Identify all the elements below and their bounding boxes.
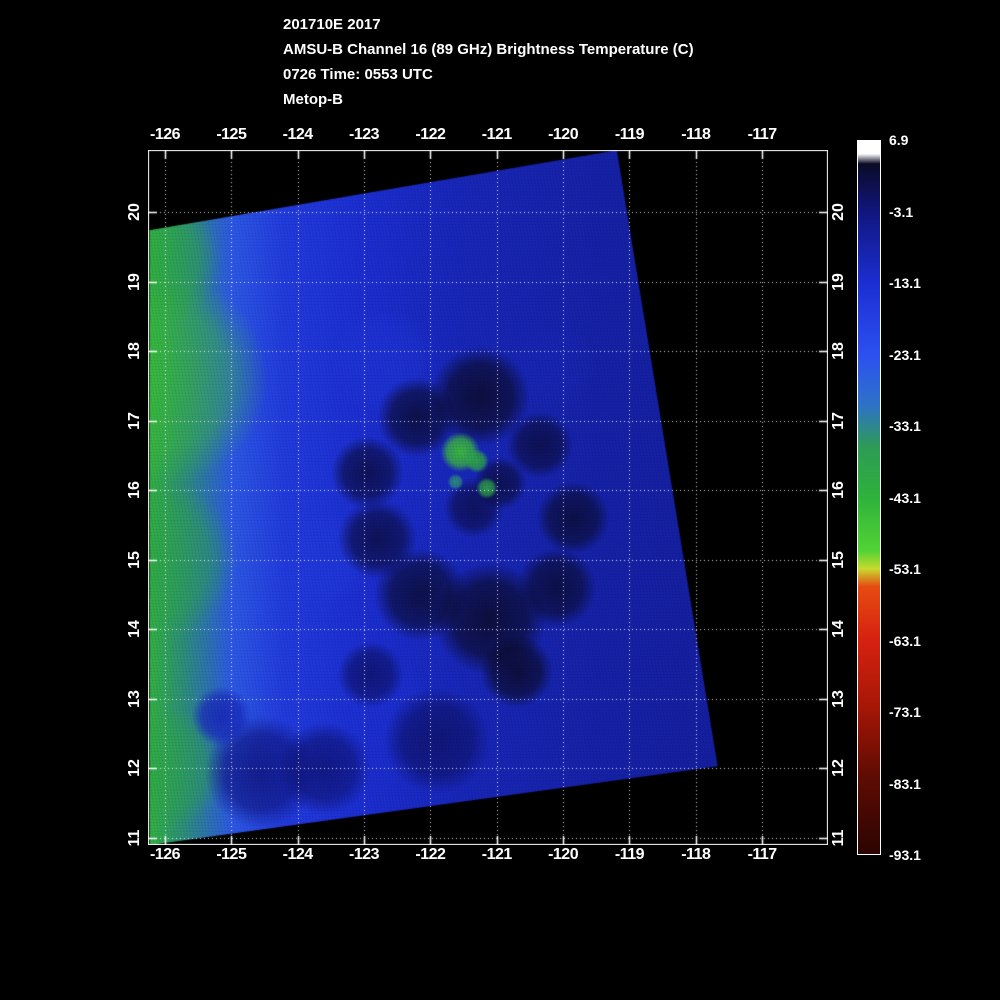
x-tick-label: -117	[747, 126, 778, 143]
x-tick-label: -119	[614, 126, 645, 143]
y-tick-label: 17	[830, 411, 847, 430]
title-block: 201710E 2017 AMSU-B Channel 16 (89 GHz) …	[283, 12, 694, 112]
x-tick-label: -122	[415, 126, 446, 143]
brightness-temperature-swath-canvas	[148, 150, 828, 845]
map-plot-area	[148, 150, 828, 845]
time-title: 0726 Time: 0553 UTC	[283, 66, 433, 83]
x-tick-label: -124	[282, 126, 314, 143]
y-tick-label: 15	[126, 550, 143, 569]
y-tick-label: 14	[830, 620, 847, 639]
y-tick-label: 12	[830, 759, 847, 778]
x-tick-label: -117	[747, 846, 778, 863]
x-tick-label: -123	[349, 846, 380, 863]
colorbar-tick-label: -43.1	[889, 489, 921, 506]
x-tick-label: -125	[216, 126, 247, 143]
y-tick-label: 12	[126, 759, 143, 778]
platform-title: Metop-B	[283, 91, 343, 108]
y-tick-label: 19	[830, 272, 847, 291]
colorbar-tick-label: -53.1	[889, 561, 921, 577]
product-title: AMSU-B Channel 16 (89 GHz) Brightness Te…	[283, 41, 694, 58]
x-tick-label: -126	[149, 846, 181, 863]
x-tick-label: -122	[415, 846, 446, 863]
y-tick-label: 16	[126, 481, 143, 500]
storm-id-title: 201710E 2017	[283, 16, 381, 33]
y-tick-label: 13	[830, 689, 847, 708]
y-tick-label: 11	[830, 829, 847, 847]
y-tick-label: 20	[126, 203, 143, 221]
y-tick-label: 17	[126, 411, 143, 430]
colorbar-tick-label: -3.1	[889, 203, 914, 220]
x-tick-label: -118	[681, 846, 711, 863]
x-tick-label: -120	[548, 846, 579, 863]
x-tick-label: -121	[481, 126, 513, 143]
y-tick-label: 20	[830, 203, 847, 221]
colorbar-tick-label: -93.1	[889, 847, 921, 863]
x-tick-label: -118	[681, 126, 711, 143]
x-tick-label: -120	[548, 126, 579, 143]
colorbar-tick-label: -33.1	[889, 418, 921, 434]
x-tick-label: -119	[614, 846, 645, 863]
y-tick-label: 18	[126, 342, 143, 361]
y-tick-label: 11	[126, 829, 143, 847]
x-tick-label: -124	[282, 846, 314, 863]
colorbar	[857, 140, 881, 855]
x-tick-label: -126	[149, 126, 181, 143]
colorbar-tick-label: -13.1	[889, 275, 921, 291]
colorbar-tick-label: -73.1	[889, 704, 921, 720]
y-tick-label: 13	[126, 689, 143, 708]
colorbar-tick-label: -63.1	[889, 632, 921, 649]
y-tick-label: 16	[830, 481, 847, 500]
y-tick-label: 15	[830, 550, 847, 569]
y-tick-label: 14	[126, 620, 143, 639]
y-tick-label: 19	[126, 272, 143, 291]
x-tick-label: -125	[216, 846, 247, 863]
x-tick-label: -121	[481, 846, 513, 863]
colorbar-tick-label: -83.1	[889, 775, 921, 792]
x-tick-label: -123	[349, 126, 380, 143]
y-tick-label: 18	[830, 342, 847, 361]
colorbar-tick-label: 6.9	[889, 132, 909, 148]
colorbar-tick-label: -23.1	[889, 346, 921, 363]
